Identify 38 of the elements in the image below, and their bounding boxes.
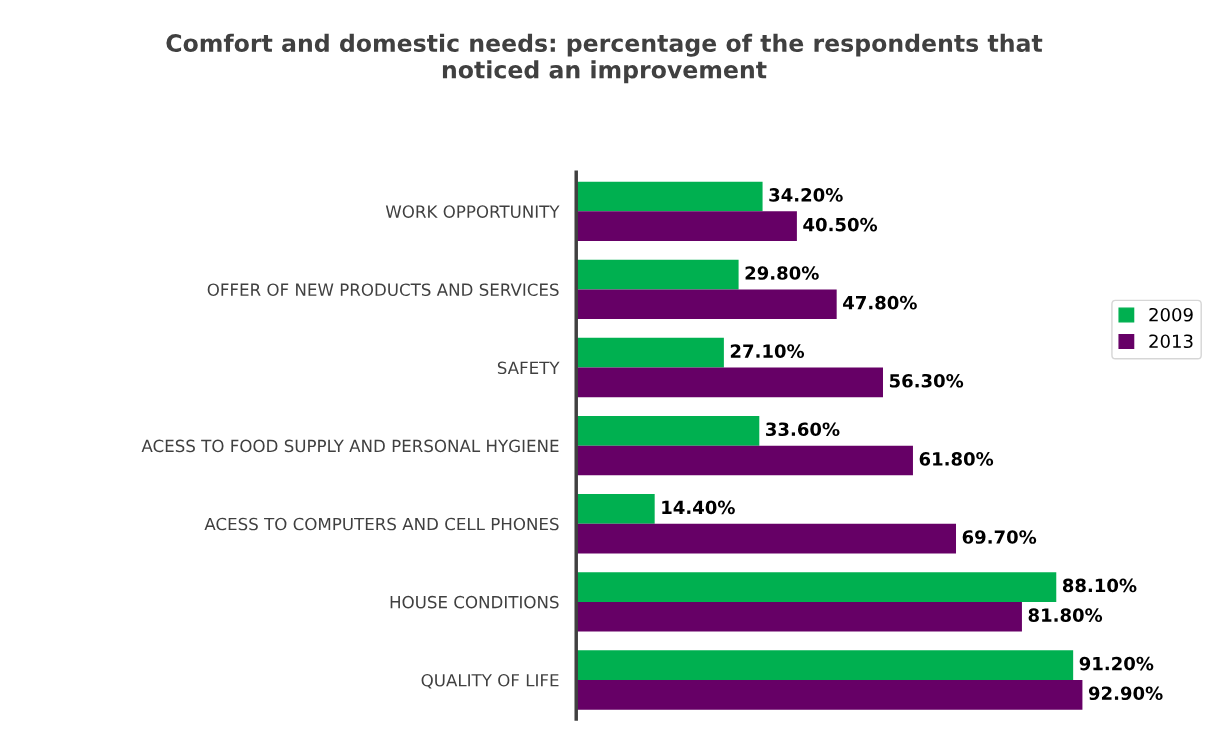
y-tick-label: ACESS TO FOOD SUPPLY AND PERSONAL HYGIENE	[141, 439, 559, 453]
bar	[576, 650, 1074, 680]
data-label: 34.20%	[769, 188, 843, 202]
bar	[576, 494, 655, 524]
data-label: 88.10%	[1062, 578, 1137, 593]
data-label: 61.80%	[919, 452, 994, 466]
y-tick-label: OFFER OF NEW PRODUCTS AND SERVICES	[207, 283, 559, 296]
bar	[576, 679, 1083, 710]
data-label: 29.80%	[745, 266, 819, 280]
bar	[576, 259, 739, 290]
data-label: 33.60%	[766, 422, 840, 437]
bar	[576, 572, 1057, 602]
data-label: 40.50%	[803, 217, 878, 232]
y-tick-label: QUALITY OF LIFE	[421, 673, 559, 689]
data-label: 27.10%	[730, 344, 805, 358]
legend-label: 2013	[1149, 334, 1193, 349]
y-tick-label: WORK OPPORTUNITY	[385, 205, 560, 218]
y-tick-label: SAFETY	[497, 361, 560, 375]
chart-title: Comfort and domestic needs: percentage of the respondents that noticed an improvement	[166, 33, 1043, 84]
bar	[576, 289, 837, 320]
data-label: 91.20%	[1079, 656, 1154, 671]
bar	[576, 367, 883, 398]
bar	[576, 337, 724, 368]
y-tick-label: HOUSE CONDITIONS	[390, 595, 559, 609]
y-tick-label: ACESS TO COMPUTERS AND CELL PHONES	[204, 517, 559, 531]
data-label: 81.80%	[1028, 608, 1103, 622]
bar	[576, 211, 797, 242]
data-label: 14.40%	[662, 500, 735, 515]
data-label: 69.70%	[962, 530, 1037, 544]
bar	[576, 601, 1022, 632]
data-label: 92.90%	[1088, 686, 1163, 701]
bar	[576, 415, 760, 446]
bar	[576, 523, 957, 554]
legend-label: 2009	[1149, 307, 1193, 322]
bar	[576, 445, 913, 476]
bar	[576, 181, 763, 212]
data-label: 47.80%	[843, 295, 917, 310]
data-label: 56.30%	[889, 373, 964, 388]
